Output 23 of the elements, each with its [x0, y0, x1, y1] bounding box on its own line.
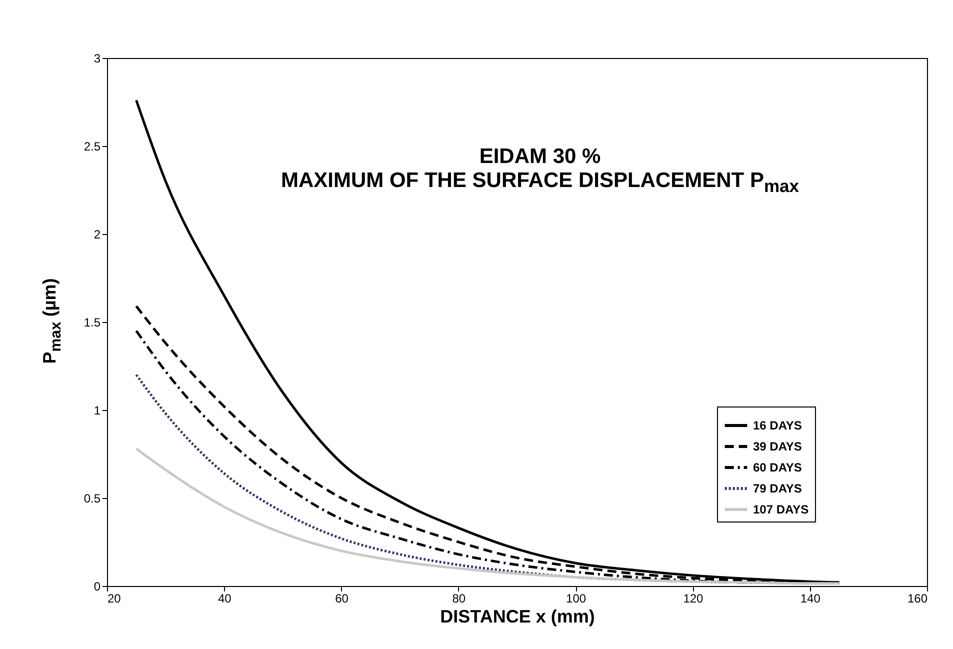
legend-label: 107 DAYS [753, 502, 809, 516]
x-axis-title: DISTANCE x (mm) [440, 606, 595, 626]
y-tick-label: 1.5 [84, 316, 101, 330]
legend-label: 39 DAYS [753, 439, 802, 454]
y-tick-label: 0.5 [84, 492, 101, 506]
y-tick-label: 2 [94, 228, 101, 242]
y-tick-label: 3 [94, 52, 101, 66]
x-tick-label: 100 [566, 592, 586, 606]
text: MAXIMUM OF THE SURFACE DISPLACEMENT P$_{max}$ [280, 169, 800, 198]
legend-label: 79 DAYS [753, 481, 802, 496]
x-tick-label: 160 [907, 592, 928, 606]
x-tick-label: 60 [335, 592, 349, 606]
x-tick-label: 40 [218, 592, 232, 606]
y-tick-label: 1 [94, 404, 101, 418]
legend-label: 60 DAYS [753, 460, 802, 474]
x-tick-label: 20 [108, 592, 122, 606]
x-tick-label: 80 [452, 592, 466, 606]
y-tick-label: 0 [94, 580, 101, 594]
legend-label: 16 DAYS [753, 418, 802, 432]
x-tick-label: 140 [800, 592, 821, 606]
x-tick-label: 120 [683, 592, 704, 606]
y-tick-label: 2.5 [84, 140, 101, 154]
text: EIDAM 30 % [478, 145, 602, 169]
